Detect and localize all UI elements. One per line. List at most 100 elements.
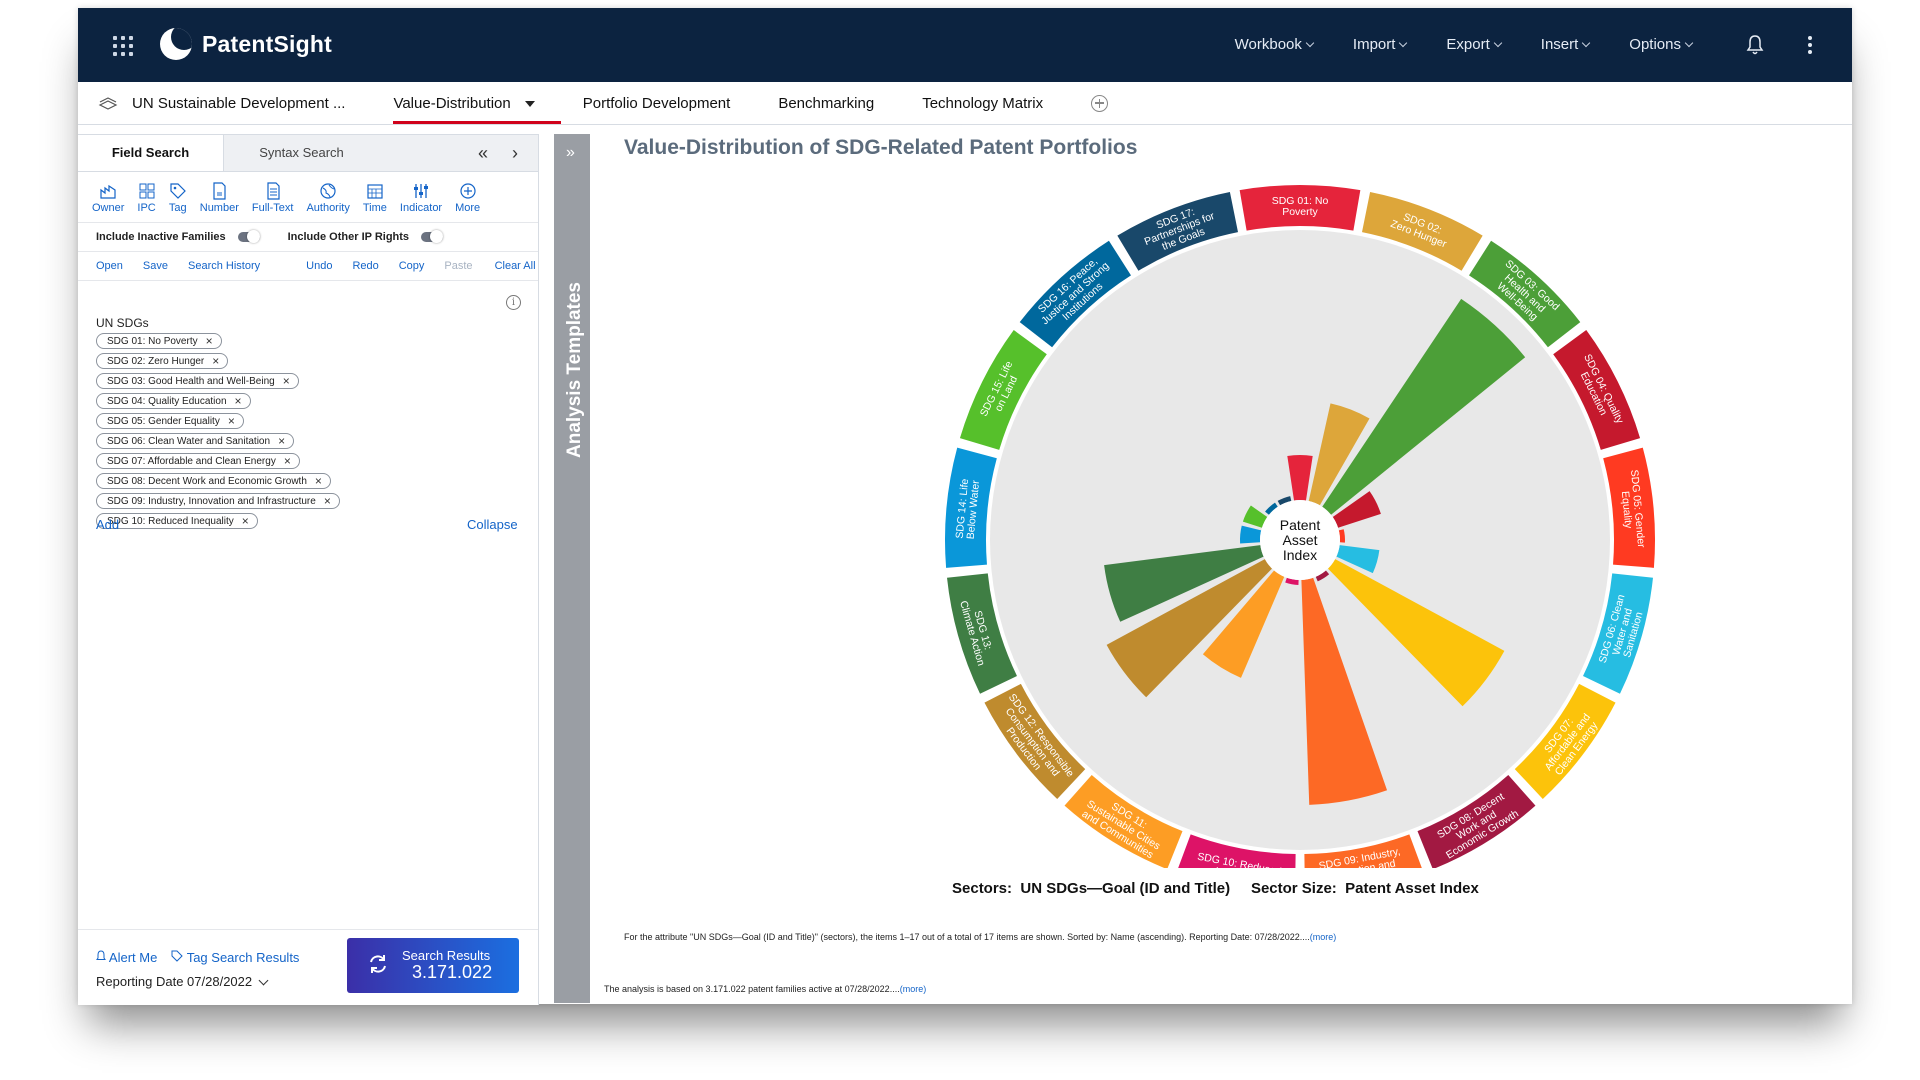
sector-ring-segment[interactable] — [945, 447, 997, 568]
remove-chip-icon[interactable]: × — [205, 334, 213, 348]
collapse-link[interactable]: Collapse — [467, 517, 518, 532]
value-wedge[interactable] — [1332, 491, 1381, 528]
sector-ring-segment[interactable] — [984, 683, 1086, 799]
sector-ring-segment[interactable] — [959, 330, 1047, 450]
remove-chip-icon[interactable]: × — [212, 354, 220, 368]
bell-icon[interactable] — [1746, 34, 1764, 56]
remove-chip-icon[interactable]: × — [278, 434, 286, 448]
tool-indicator[interactable]: Indicator — [400, 182, 442, 222]
value-wedge[interactable] — [1106, 559, 1273, 698]
apps-grid-icon[interactable] — [113, 36, 133, 56]
sector-ring-segment[interactable] — [1417, 774, 1536, 868]
copy-link[interactable]: Copy — [398, 260, 425, 272]
value-wedge[interactable] — [1202, 570, 1285, 678]
value-wedge[interactable] — [1265, 502, 1278, 515]
tool-time[interactable]: Time — [363, 182, 387, 222]
value-wedge[interactable] — [1277, 496, 1292, 506]
sdg-chip-label: SDG 05: Gender Equality — [107, 415, 220, 427]
value-wedge[interactable] — [1287, 454, 1313, 501]
tool-tag[interactable]: Tag — [169, 182, 187, 222]
sector-ring-segment[interactable] — [1304, 834, 1423, 868]
sector-ring-segment[interactable] — [1362, 191, 1483, 271]
value-wedge[interactable] — [1327, 559, 1505, 707]
clear-all-link[interactable]: Clear All — [494, 260, 536, 272]
tab-value-distribution[interactable]: Value-Distribution — [393, 82, 562, 124]
redo-link[interactable]: Redo — [352, 260, 379, 272]
include-other-ip-toggle[interactable] — [421, 230, 444, 243]
footnote-sectors-more-link[interactable]: (more) — [1309, 932, 1337, 942]
tool-authority[interactable]: Authority — [306, 182, 350, 222]
sector-ring-segment[interactable] — [1019, 240, 1131, 348]
value-wedge[interactable] — [1285, 577, 1299, 585]
tab-benchmarking[interactable]: Benchmarking — [778, 94, 875, 112]
value-wedge[interactable] — [1338, 529, 1345, 543]
value-wedge[interactable] — [1301, 577, 1388, 805]
caret-down-icon[interactable] — [524, 101, 535, 107]
alert-me-link[interactable]: Alert Me — [96, 950, 157, 965]
nav-options[interactable]: Options — [1629, 36, 1694, 53]
sector-ring-segment[interactable] — [1583, 573, 1653, 694]
value-wedge[interactable] — [1242, 505, 1268, 528]
value-wedge[interactable] — [1240, 525, 1262, 544]
tab-portfolio-development[interactable]: Portfolio Development — [582, 94, 731, 112]
sector-ring-segment[interactable] — [1603, 447, 1655, 568]
tab-workbook[interactable]: UN Sustainable Development ... — [132, 94, 346, 112]
value-wedge[interactable] — [1315, 570, 1330, 582]
tool-owner[interactable]: Owner — [92, 182, 124, 222]
footnote-analysis-more-link[interactable]: (more) — [899, 984, 927, 994]
tab-technology-matrix[interactable]: Technology Matrix — [922, 94, 1044, 112]
nav-import[interactable]: Import — [1353, 36, 1408, 53]
sector-ring-segment[interactable] — [1514, 683, 1616, 799]
remove-chip-icon[interactable]: × — [314, 474, 322, 488]
nav-workbook[interactable]: Workbook — [1235, 36, 1315, 53]
alert-me-label: Alert Me — [108, 950, 158, 965]
save-link[interactable]: Save — [142, 260, 168, 272]
tab-field-search[interactable]: Field Search — [78, 135, 224, 171]
sdg-chip-label: SDG 07: Affordable and Clean Energy — [107, 455, 276, 467]
tool-more[interactable]: More — [455, 182, 480, 222]
remove-chip-icon[interactable]: × — [234, 394, 242, 408]
value-wedge[interactable] — [1308, 403, 1370, 506]
info-icon[interactable]: i — [506, 295, 521, 310]
sdg-chip-label: SDG 10: Reduced Inequality — [107, 515, 234, 527]
value-wedge[interactable] — [1104, 545, 1264, 622]
more-vertical-icon[interactable] — [1808, 36, 1812, 54]
analysis-templates-bar[interactable]: » Analysis Templates — [554, 134, 590, 1003]
include-inactive-toggle[interactable] — [237, 230, 260, 243]
remove-chip-icon[interactable]: × — [323, 494, 331, 508]
tab-syntax-search[interactable]: Syntax Search — [224, 135, 379, 171]
sector-ring-segment[interactable] — [1176, 834, 1296, 868]
chevron-right-icon[interactable]: › — [512, 143, 518, 163]
remove-chip-icon[interactable]: × — [227, 414, 235, 428]
calendar-icon — [367, 184, 383, 199]
collapse-left-icon[interactable]: « — [477, 143, 488, 163]
undo-link[interactable]: Undo — [306, 260, 333, 272]
value-wedge[interactable] — [1336, 545, 1380, 574]
reporting-date-select[interactable]: Reporting Date 07/28/2022 — [96, 974, 269, 989]
sector-ring-segment[interactable] — [1469, 240, 1581, 348]
sector-ring-segment[interactable] — [1064, 774, 1183, 868]
remove-chip-icon[interactable]: × — [241, 514, 249, 528]
open-link[interactable]: Open — [96, 260, 123, 272]
add-tab-icon[interactable] — [1091, 94, 1109, 112]
remove-chip-icon[interactable]: × — [282, 374, 290, 388]
sector-ring-segment[interactable] — [1553, 330, 1641, 450]
sector-ring-segment[interactable] — [947, 573, 1017, 694]
tool-ipc[interactable]: IPC — [137, 182, 156, 222]
sector-ring-segment[interactable] — [1117, 191, 1238, 271]
nav-export[interactable]: Export — [1446, 36, 1503, 53]
sector-ring-segment[interactable] — [1239, 185, 1361, 231]
tag-search-results-link[interactable]: Tag Search Results — [171, 950, 299, 965]
sdg-chip-label: SDG 09: Industry, Innovation and Infrast… — [107, 495, 316, 507]
expand-right-icon[interactable]: » — [566, 144, 575, 161]
brand-logo[interactable]: PatentSight — [160, 28, 332, 60]
search-results-button[interactable]: Search Results 3.171.022 — [347, 938, 519, 993]
search-history-link[interactable]: Search History — [188, 260, 261, 272]
nav-insert[interactable]: Insert — [1541, 36, 1591, 53]
value-wedge[interactable] — [1322, 298, 1526, 515]
tool-number[interactable]: Number — [200, 182, 239, 222]
tool-full-text[interactable]: Full-Text — [252, 182, 293, 222]
remove-chip-icon[interactable]: × — [283, 454, 291, 468]
add-link[interactable]: Add — [96, 517, 120, 532]
paste-link[interactable]: Paste — [444, 260, 473, 272]
